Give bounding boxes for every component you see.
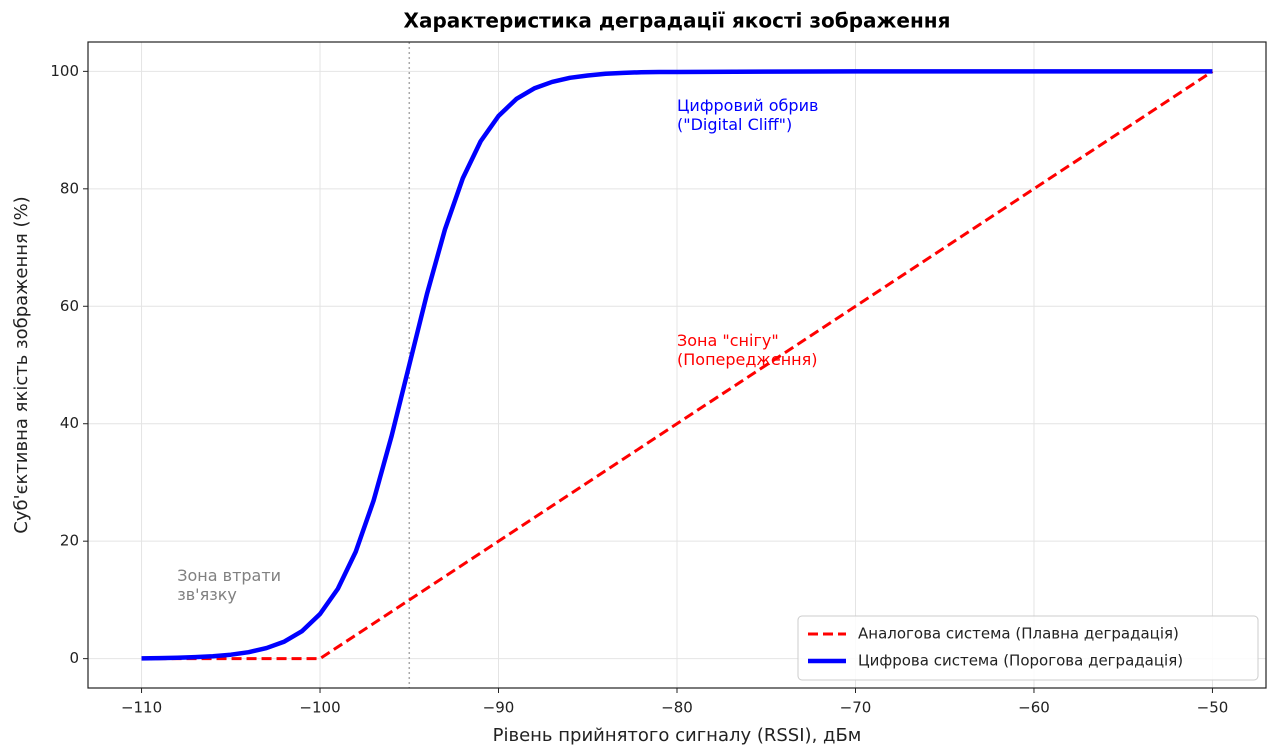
annotation: Цифровий обрив (677, 96, 818, 115)
y-axis-label: Суб'єктивна якість зображення (%) (11, 196, 32, 533)
data-line (141, 70, 1214, 661)
x-tick-label: −70 (840, 699, 872, 717)
x-tick-label: −50 (1197, 699, 1229, 717)
legend-box (797, 615, 1259, 681)
legend-label: Цифрова система (Порогова деградація) (858, 652, 1183, 670)
x-tick-label: −90 (483, 699, 515, 717)
y-tick-label: 0 (69, 649, 79, 667)
y-tick-label: 100 (50, 62, 79, 80)
annotation: Зона "снігу" (677, 331, 779, 350)
x-axis-label: Рівень прийнятого сигналу (RSSI), дБм (493, 725, 862, 746)
y-tick-label: 60 (60, 297, 79, 315)
x-tick-label: −100 (299, 699, 340, 717)
data-line (141, 69, 1213, 661)
x-tick-label: −60 (1018, 699, 1050, 717)
annotation: (Попередження) (677, 350, 817, 369)
legend-label: Аналогова система (Плавна деградація) (858, 625, 1179, 643)
annotation: ("Digital Cliff") (677, 115, 792, 134)
y-tick-label: 40 (60, 414, 79, 432)
plot-frame (87, 41, 1267, 689)
annotation: Зона втрати (177, 566, 281, 585)
y-tick-label: 80 (60, 179, 79, 197)
y-tick-label: 20 (60, 532, 79, 550)
annotation: зв'язку (177, 585, 237, 604)
x-tick-label: −110 (121, 699, 162, 717)
x-tick-label: −80 (661, 699, 693, 717)
chart-title: Характеристика деградації якості зображе… (404, 9, 951, 33)
